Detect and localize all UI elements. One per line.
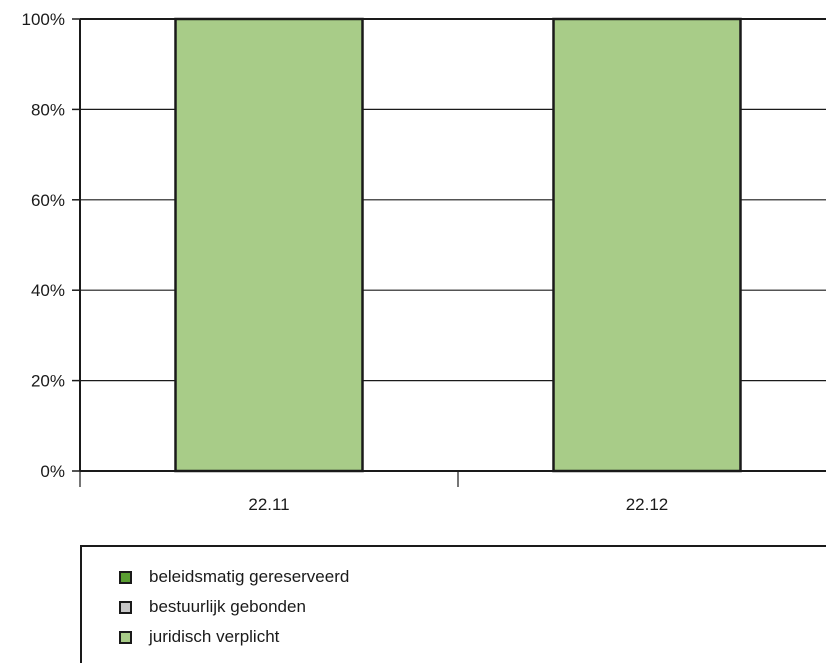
y-tick-label: 60% (31, 191, 65, 210)
y-tick-label: 20% (31, 372, 65, 391)
legend-label: juridisch verplicht (149, 627, 280, 646)
legend-swatch (119, 570, 132, 584)
y-tick-label: 100% (22, 10, 65, 29)
y-tick-label: 80% (31, 100, 65, 119)
y-tick-label: 0% (40, 462, 65, 481)
stacked-bar-chart: 0% 20% 40% 60% 80% 100% 22.11 22.12 (22, 10, 826, 514)
legend: beleidsmatig gereserveerd bestuurlijk ge… (80, 545, 826, 663)
legend-label: beleidsmatig gereserveerd (149, 567, 350, 586)
axes (79, 19, 826, 487)
legend-item-juridisch-verplicht: juridisch verplicht (119, 626, 279, 648)
bar-segment (174, 17, 364, 473)
legend-swatch (119, 630, 132, 644)
legend-label: bestuurlijk gebonden (149, 597, 306, 616)
bar-segment (552, 17, 742, 473)
bars (174, 17, 742, 473)
legend-item-bestuurlijk-gebonden: bestuurlijk gebonden (119, 596, 306, 618)
y-tick-label: 40% (31, 281, 65, 300)
x-tick-label: 22.11 (248, 495, 289, 514)
x-axis-ticks: 22.11 22.12 (248, 495, 668, 514)
legend-item-beleidsmatig-gereserveerd: beleidsmatig gereserveerd (119, 566, 349, 588)
y-axis-ticks: 0% 20% 40% 60% 80% 100% (22, 10, 80, 481)
legend-swatch (119, 600, 132, 614)
x-tick-label: 22.12 (626, 495, 669, 514)
